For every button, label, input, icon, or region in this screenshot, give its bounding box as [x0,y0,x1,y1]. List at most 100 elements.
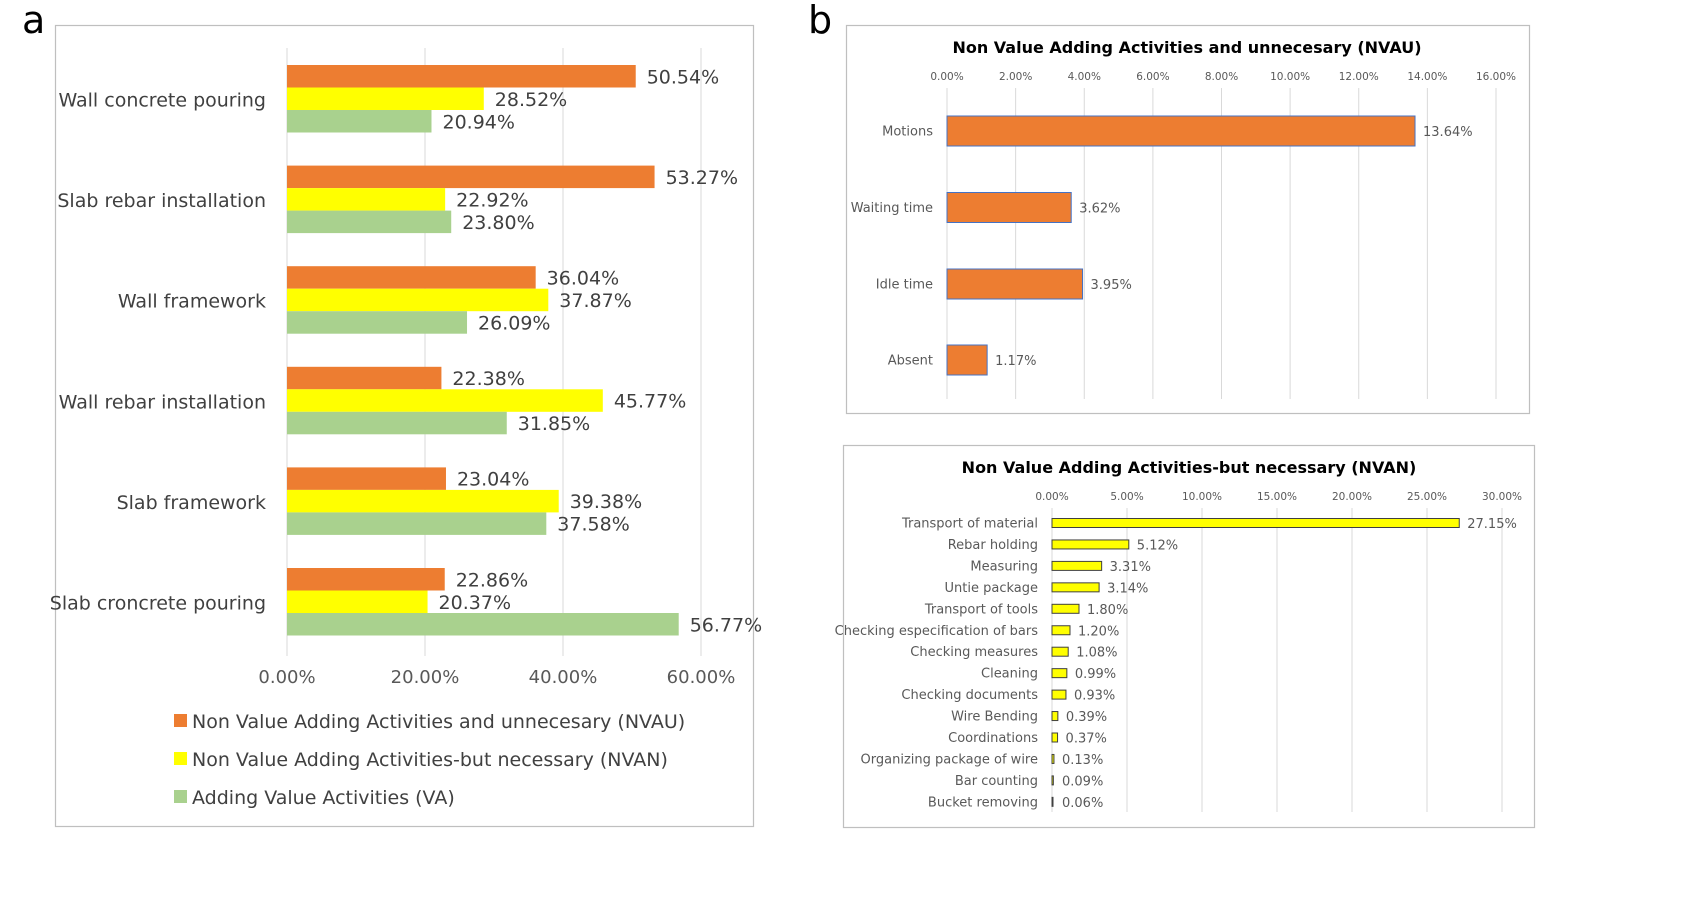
chart-b2-data-label: 0.37% [1066,732,1107,747]
chart-a-category-label: Slab croncrete pouring [50,593,266,615]
chart-b1-xtick-label: 2.00% [999,71,1032,83]
chart-a-data-label: 56.77% [690,614,762,636]
chart-b2-bar [1051,518,1460,528]
chart-b1-bar [946,344,988,376]
chart-a-category-label: Wall concrete pouring [58,90,266,112]
chart-b1-xtick-label: 16.00% [1476,71,1516,83]
chart-a-bar-va [287,512,547,535]
chart-b2-category-label: Checking measures [910,645,1038,660]
chart-b2-data-label: 0.09% [1062,774,1103,789]
chart-b1-bar [946,268,1084,300]
chart-a-data-label: 20.37% [439,592,511,614]
panel-label-b: b [808,0,833,42]
chart-a-data-label: 23.80% [462,212,534,234]
chart-b2-category-label: Measuring [970,559,1038,574]
chart-a-data-label: 20.94% [442,111,514,133]
chart-b2-xtick-label: 10.00% [1182,491,1222,503]
chart-b1-data-label: 3.62% [1079,202,1120,217]
chart-a-bar-nvan [287,87,484,110]
chart-b1-category-label: Waiting time [851,201,933,216]
chart-b2-frame [842,444,1536,829]
chart-b2-category-label: Checking especification of bars [835,624,1039,639]
chart-a-data-label: 53.27% [666,167,738,189]
chart-a-data-label: 45.77% [614,391,686,413]
chart-b2-category-label: Organizing package of wire [861,752,1038,767]
chart-a-category-label: Slab rebar installation [57,190,266,212]
chart-a-bar-nvan [287,288,549,312]
chart-b2-data-label: 1.80% [1087,603,1128,618]
chart-b2-category-label: Untie package [945,581,1038,596]
chart-a-bar-va [287,110,432,133]
chart-b2-data-label: 3.14% [1107,581,1148,596]
chart-a-data-label: 39.38% [570,491,642,513]
chart-b2-data-label: 27.15% [1467,517,1517,532]
chart-b1-xtick-label: 10.00% [1270,71,1310,83]
chart-b2-data-label: 0.99% [1075,667,1116,682]
chart-b2-bar [1051,560,1103,571]
chart-a-data-label: 31.85% [518,413,590,435]
chart-a-bar-nvau [287,568,445,591]
chart-b2-category-label: Checking documents [901,688,1038,703]
chart-b2-category-label: Bar counting [955,774,1038,789]
chart-b2-xtick-label: 15.00% [1257,491,1297,503]
chart-b2-data-label: 0.13% [1062,753,1103,768]
chart-b2-category-label: Coordinations [948,731,1038,746]
chart-b2-title: Non Value Adding Activities-but necessar… [962,458,1417,477]
chart-b1-xtick-label: 12.00% [1339,71,1379,83]
chart-a-xtick-label: 40.00% [529,667,598,688]
chart-a-xtick-label: 20.00% [391,667,460,688]
chart-b2-bar [1051,753,1055,764]
chart-b2-bar [1051,711,1059,722]
chart-b2-xtick-label: 30.00% [1482,491,1522,503]
chart-b1-data-label: 1.17% [995,354,1036,369]
chart-a-bar-nvau [287,266,536,289]
chart-b2-bar [1051,732,1059,743]
chart-a-bar-nvan [287,590,428,613]
chart-b1-xtick-label: 0.00% [930,71,963,83]
chart-a-bar-nvan [287,188,446,211]
chart-b2-xtick-label: 20.00% [1332,491,1372,503]
chart-b2-bar [1051,625,1071,636]
chart-b1-bar [946,115,1416,147]
chart-b2-bar [1051,539,1130,550]
chart-b1-category-label: Absent [888,354,933,369]
chart-b2-category-label: Transport of tools [924,602,1038,617]
chart-b1-data-label: 13.64% [1423,125,1473,140]
chart-b1-xtick-label: 8.00% [1205,71,1238,83]
chart-a-bar-nvan [287,389,603,412]
chart-b2-data-label: 5.12% [1137,538,1178,553]
chart-a-data-label: 50.54% [647,66,719,88]
chart-b2-category-label: Wire Bending [951,710,1038,725]
panel-label-a: a [22,0,46,42]
chart-a-legend-swatch [174,752,187,765]
chart-b2-bar [1051,796,1054,807]
chart-b2-bar [1051,646,1069,657]
chart-a-bar-nvau [287,366,442,390]
chart-a-bar-nvau [287,65,636,88]
chart-b2-bar [1051,775,1054,786]
chart-a-legend-swatch [174,714,187,727]
chart-a-bar-nvau [287,467,446,490]
chart-a-data-label: 22.92% [456,189,528,211]
chart-a-data-label: 37.87% [559,290,631,312]
chart-b2-category-label: Cleaning [981,667,1038,682]
chart-b1-xtick-label: 4.00% [1068,71,1101,83]
chart-a-data-label: 22.86% [456,569,528,591]
chart-b1-category-label: Idle time [876,278,933,293]
chart-b2-data-label: 0.39% [1066,710,1107,725]
chart-b1-xtick-label: 14.00% [1407,71,1447,83]
chart-a-category-label: Wall rebar installation [59,391,266,413]
chart-b2-data-label: 0.93% [1074,689,1115,704]
chart-a-legend-swatch [174,790,187,803]
chart-a-legend-label: Adding Value Activities (VA) [192,787,455,809]
chart-a-data-label: 36.04% [547,267,619,289]
chart-b2-data-label: 3.31% [1110,560,1151,575]
chart-a-xtick-label: 60.00% [667,667,736,688]
chart-a-bar-va [287,311,468,334]
chart-b2-bar [1051,668,1068,679]
chart-a-bar-nvau [287,165,655,189]
chart-b2-bar [1051,689,1067,700]
chart-b2-bar [1051,582,1100,593]
chart-b1-bar [946,192,1072,223]
